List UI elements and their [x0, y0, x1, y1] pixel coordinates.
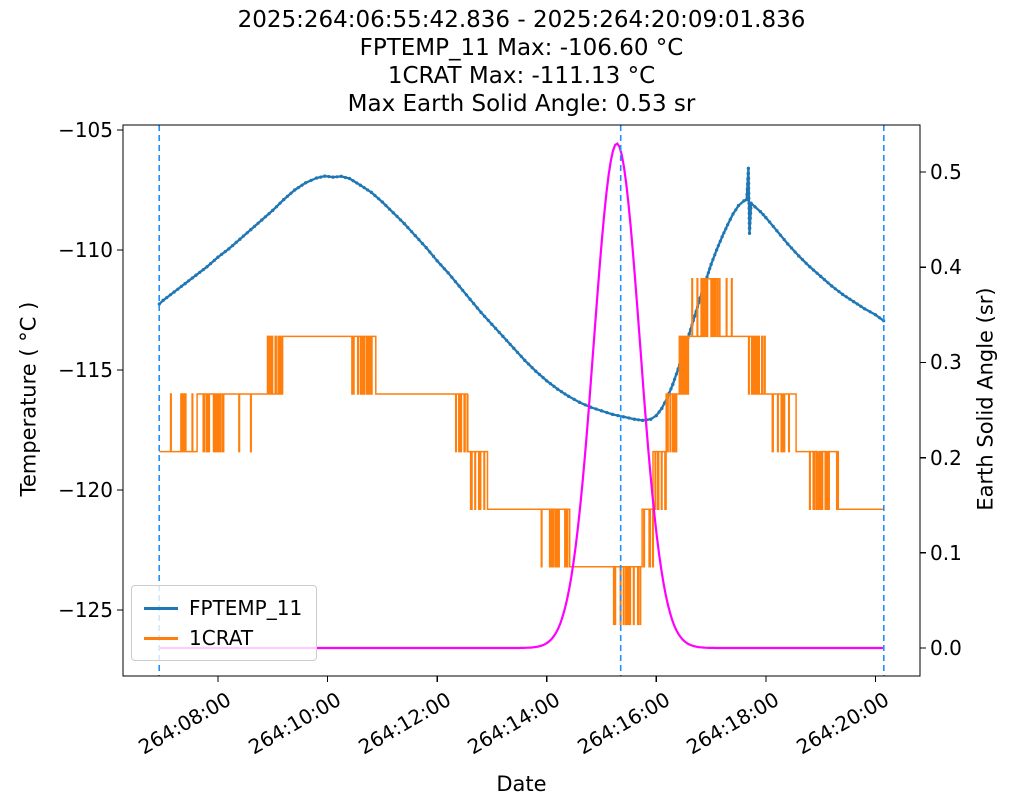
- y-tick-label: −120: [58, 478, 113, 502]
- legend-label-1crat: 1CRAT: [189, 626, 254, 650]
- chart-title: 2025:264:06:55:42.836 - 2025:264:20:09:0…: [123, 6, 920, 118]
- legend-line-sample-fptemp11: [144, 606, 178, 610]
- y-tick-label: 0.4: [930, 255, 962, 280]
- y-tick-label: 0.5: [930, 160, 962, 184]
- legend: FPTEMP_11 1CRAT: [131, 585, 318, 661]
- title-fptemp11-max: FPTEMP_11 Max: -106.60 °C: [359, 35, 684, 61]
- y-axis-label-left: Temperature ( °C ): [16, 301, 41, 497]
- y-axis-label-right: Earth Solid Angle (sr): [973, 287, 998, 511]
- y-tick-label: 0.2: [930, 445, 962, 470]
- y-tick-label: 0.0: [930, 636, 962, 660]
- legend-item-1crat: 1CRAT: [144, 623, 302, 653]
- x-axis-label: Date: [496, 772, 547, 796]
- y-tick-label: −105: [58, 118, 113, 142]
- y-tick-label: −110: [58, 238, 113, 262]
- title-time-range: 2025:264:06:55:42.836 - 2025:264:20:09:0…: [237, 7, 806, 33]
- title-max-earth-solid-angle: Max Earth Solid Angle: 0.53 sr: [347, 91, 696, 117]
- legend-label-fptemp11: FPTEMP_11: [189, 596, 303, 620]
- legend-line-sample-1crat: [144, 636, 178, 640]
- y-tick-label: −115: [58, 358, 113, 382]
- y-tick-label: 0.3: [930, 350, 962, 375]
- y-tick-label: 0.1: [930, 540, 962, 565]
- legend-item-fptemp11: FPTEMP_11: [144, 593, 302, 623]
- y-tick-label: −125: [58, 598, 113, 622]
- title-1crat-max: 1CRAT Max: -111.13 °C: [387, 63, 656, 89]
